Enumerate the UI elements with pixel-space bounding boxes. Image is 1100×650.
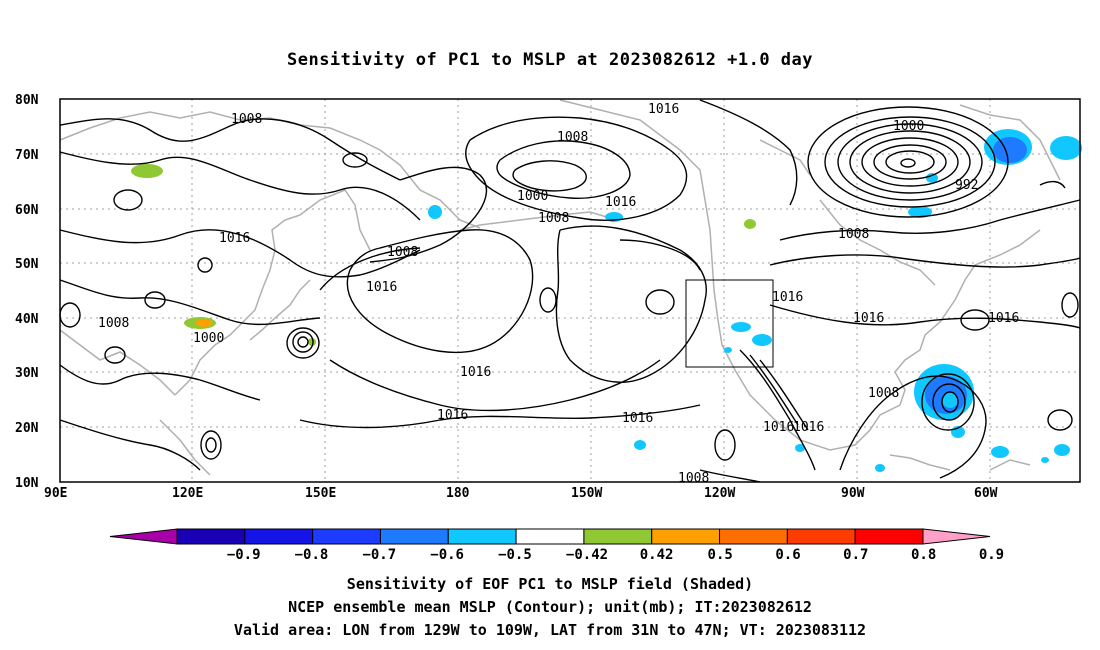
lon-label: 90E (44, 486, 67, 501)
colorbar-label: 0.7 (843, 547, 868, 563)
colorbar-label: −0.42 (566, 547, 608, 563)
contour-label: 1000 (893, 119, 924, 134)
caption-line-3: Valid area: LON from 129W to 109W, LAT f… (233, 621, 867, 639)
lat-label: 60N (15, 203, 39, 218)
colorbar-label: −0.8 (295, 547, 329, 563)
colorbar-label: −0.9 (227, 547, 261, 563)
contour-label: 1016 (460, 365, 491, 380)
colorbar-swatch (447, 528, 517, 545)
mslp-contours (59, 99, 1081, 483)
colorbar-label: 0.6 (775, 547, 800, 563)
chart-title: Sensitivity of PC1 to MSLP at 2023082612… (286, 50, 813, 70)
lat-label: 30N (15, 366, 39, 381)
map-frame (59, 98, 1081, 483)
colorbar-swatch (379, 528, 449, 545)
lon-label: 180 (446, 486, 470, 501)
contour-label: 1008 (231, 112, 262, 127)
contour-label: 1016 (853, 311, 884, 326)
contour-label: 1016 (437, 408, 468, 423)
grid-lines (60, 99, 1080, 482)
contour-label: 1008 (678, 471, 709, 486)
contour-label: 1008 (868, 386, 899, 401)
contour-label: 1016 (988, 311, 1019, 326)
colorbar-label: −0.6 (430, 547, 464, 563)
caption-line-1: Sensitivity of EOF PC1 to MSLP field (Sh… (346, 575, 754, 593)
colorbar-left-arrow (109, 528, 178, 545)
contour-label: 992 (955, 178, 978, 193)
contour-label: 1008 (98, 316, 129, 331)
colorbar-swatch (786, 528, 856, 545)
contour-label: 1016 (366, 280, 397, 295)
contour-label: 1016 (793, 420, 824, 435)
caption-line-2: NCEP ensemble mean MSLP (Contour); unit(… (288, 598, 812, 616)
colorbar-right-arrow (922, 528, 991, 545)
contour-label: 1016 (622, 411, 653, 426)
lat-label: 50N (15, 257, 39, 272)
colorbar-swatch (583, 528, 653, 545)
contour-label: 1016 (219, 231, 250, 246)
colorbar-swatch (176, 528, 246, 545)
lat-label: 10N (15, 476, 39, 491)
contour-label: 1016 (772, 290, 803, 305)
lat-label: 70N (15, 148, 39, 163)
contour-label: 1016 (763, 420, 794, 435)
longitude-labels: 90E 120E 150E 180 150W 120W 90W 60W (44, 486, 998, 501)
contour-label: 1016 (605, 195, 636, 210)
lon-label: 150E (305, 486, 336, 501)
lon-label: 60W (974, 486, 998, 501)
colorbar: −0.9 −0.8 −0.7 −0.6 −0.5 −0.42 0.42 0.5 0.6 0.7 0.… (109, 528, 1004, 563)
contour-label: 1016 (648, 102, 679, 117)
contour-label: 1000 (193, 331, 224, 346)
colorbar-label: −0.7 (362, 547, 396, 563)
colorbar-label: 0.42 (640, 547, 674, 563)
colorbar-label: 0.8 (911, 547, 936, 563)
colorbar-label: 0.5 (708, 547, 733, 563)
colorbar-swatch (854, 528, 924, 545)
colorbar-label: 0.9 (979, 547, 1004, 563)
colorbar-swatch (244, 528, 314, 545)
contour-label: 1008 (387, 245, 418, 260)
lat-label: 20N (15, 421, 39, 436)
contour-label: 1000 (517, 189, 548, 204)
contour-label: 1008 (538, 211, 569, 226)
colorbar-swatch (651, 528, 721, 545)
contour-label: 1008 (557, 130, 588, 145)
lon-label: 150W (571, 486, 602, 501)
lon-label: 90W (841, 486, 865, 501)
latitude-labels: 80N 70N 60N 50N 40N 30N 20N 10N (15, 93, 39, 491)
lon-label: 120E (172, 486, 203, 501)
contour-labels: 1008 1016 1008 1000 1008 1016 1016 1000 … (98, 102, 1019, 486)
lat-label: 80N (15, 93, 39, 108)
colorbar-label: −0.5 (498, 547, 532, 563)
colorbar-swatch (719, 528, 788, 545)
valid-area-box (685, 279, 774, 368)
colorbar-swatch (312, 528, 381, 545)
lat-label: 40N (15, 312, 39, 327)
colorbar-swatch (515, 528, 585, 545)
lon-label: 120W (704, 486, 735, 501)
contour-label: 1008 (838, 227, 869, 242)
sensitivity-patches (131, 129, 1082, 472)
